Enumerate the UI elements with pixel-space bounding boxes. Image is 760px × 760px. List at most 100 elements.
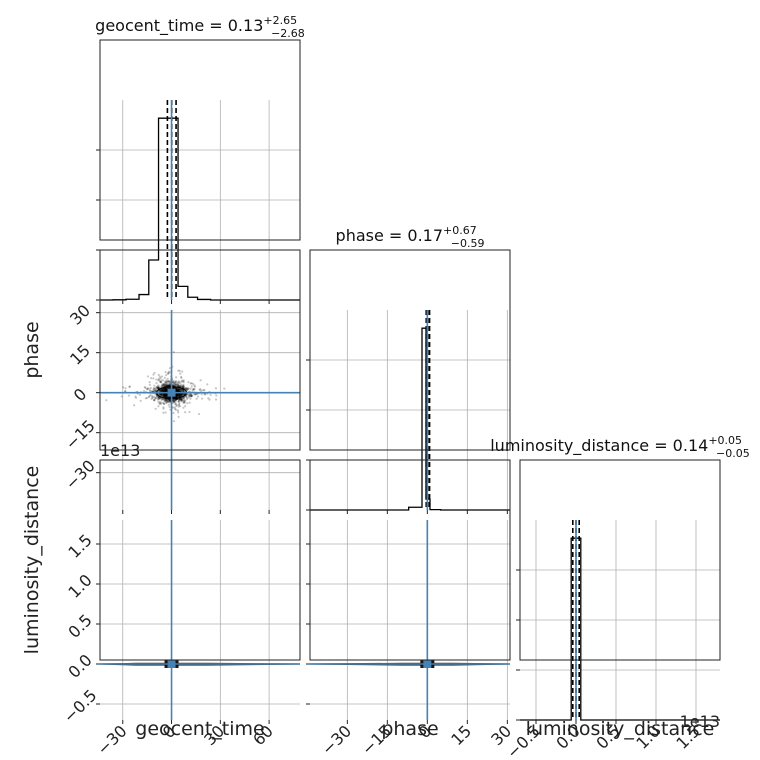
sample-point [180, 388, 183, 392]
sample-point [162, 401, 165, 405]
sample-point [191, 394, 194, 397]
sample-point [182, 379, 185, 382]
sample-point [160, 393, 163, 396]
sample-point [159, 392, 162, 396]
sample-point [167, 370, 171, 373]
sample-point [181, 393, 184, 396]
sample-point [163, 398, 166, 402]
x-axis-label-phase: phase [381, 718, 438, 740]
sample-point [180, 376, 183, 379]
sample-point [188, 401, 191, 404]
sample-point [168, 384, 171, 387]
sample-point [178, 388, 181, 391]
sample-point [177, 405, 180, 408]
sample-point [177, 411, 180, 414]
sample-point [178, 394, 181, 397]
sample-point [164, 381, 167, 384]
sample-point [148, 389, 152, 393]
sample-point [128, 385, 131, 388]
sample-point [181, 386, 185, 389]
sample-point [174, 383, 177, 386]
sample-point [164, 395, 168, 398]
sample-point [128, 385, 131, 388]
sample-point [179, 398, 183, 401]
sample-point [190, 382, 193, 385]
sample-point [179, 398, 182, 401]
panel-phase-vs-luminosity-distance [309, 459, 511, 720]
sample-point [173, 401, 176, 404]
sample-point [177, 399, 181, 403]
sample-point [177, 395, 180, 398]
sample-point [181, 385, 184, 389]
sample-point [189, 394, 192, 398]
sample-point [171, 399, 175, 402]
sample-point [177, 381, 180, 384]
sample-point [180, 385, 183, 388]
sample-point [161, 384, 164, 388]
sample-point [186, 396, 189, 399]
sample-point [159, 393, 162, 397]
sample-point [167, 399, 170, 402]
sample-point [177, 398, 180, 401]
sample-point [182, 383, 185, 387]
sample-point [152, 387, 155, 390]
sample-point [177, 384, 180, 387]
sample-point [162, 388, 165, 391]
sample-point [223, 387, 226, 390]
sample-point [146, 387, 150, 390]
sample-point [160, 401, 163, 404]
sample-point [178, 393, 182, 397]
sample-point [179, 397, 182, 401]
sample-point [161, 383, 164, 386]
sample-point [178, 395, 181, 398]
sample-point [158, 401, 161, 404]
sample-point [168, 382, 171, 385]
sample-point [161, 395, 164, 398]
sample-point [158, 389, 162, 392]
sample-point [193, 385, 197, 388]
sample-point [183, 401, 187, 404]
sample-point [166, 372, 170, 375]
sample-point [172, 400, 176, 403]
sample-point [182, 400, 185, 403]
sample-point [172, 420, 176, 423]
sample-point [162, 394, 165, 397]
sample-point [168, 399, 171, 403]
sample-point [160, 381, 163, 384]
sample-point [168, 399, 171, 402]
sample-point [164, 399, 167, 402]
sample-point [169, 380, 172, 383]
sample-point [144, 386, 147, 390]
sample-point [168, 384, 171, 387]
sample-point [175, 408, 178, 411]
sample-point [138, 393, 141, 396]
sample-point [172, 411, 175, 415]
sample-point [177, 415, 180, 418]
sample-point [180, 388, 183, 391]
sample-point [165, 401, 168, 404]
sample-point [165, 401, 168, 405]
sample-point [168, 396, 171, 399]
sample-point [209, 393, 212, 396]
sample-point [143, 385, 146, 389]
sample-point [181, 389, 184, 392]
sample-point [157, 384, 160, 387]
sample-point [167, 380, 170, 383]
sample-point [164, 370, 167, 374]
sample-point [152, 377, 155, 380]
sample-point [184, 395, 188, 398]
sample-point [161, 388, 164, 391]
sample-point [151, 394, 154, 398]
sample-point [162, 398, 165, 401]
sample-point [160, 389, 163, 392]
sample-point [149, 389, 152, 392]
sample-point [206, 383, 209, 386]
sample-point [176, 383, 179, 386]
sample-point [165, 382, 168, 386]
sample-point [184, 387, 187, 390]
sample-point [188, 393, 191, 396]
panel-frame [309, 249, 511, 451]
sample-point [162, 394, 165, 398]
sample-point [186, 402, 189, 405]
sample-point [174, 381, 177, 384]
